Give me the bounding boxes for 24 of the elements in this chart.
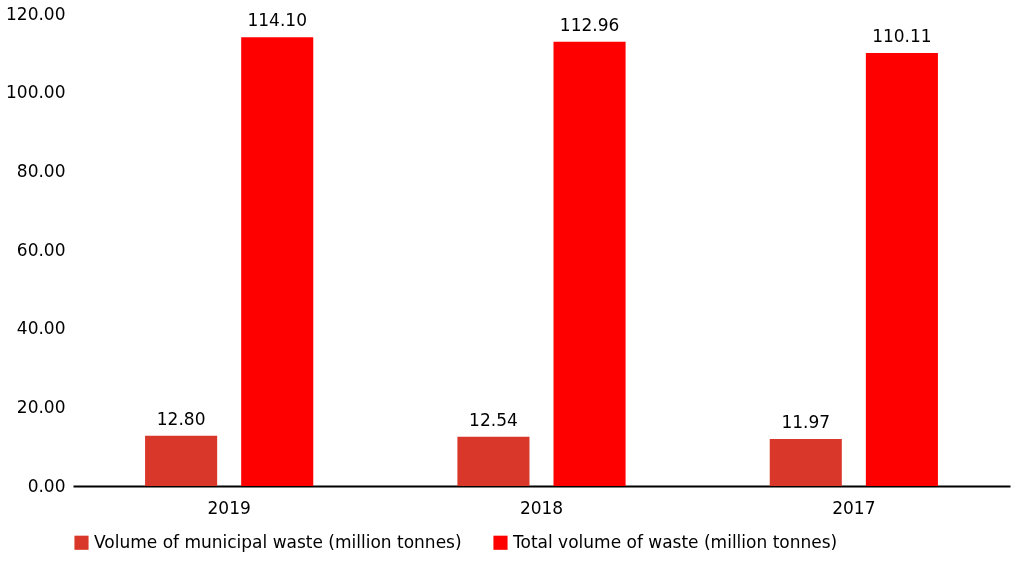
x-tick-label: 2017: [832, 497, 876, 518]
bar: [241, 37, 314, 486]
x-tick-label: 2018: [519, 497, 564, 518]
y-tick-label: 120.00: [6, 3, 66, 24]
data-label: 112.96: [559, 14, 620, 35]
y-tick-label: 40.00: [16, 318, 66, 339]
bar: [769, 438, 842, 486]
y-tick-label: 20.00: [16, 396, 66, 417]
y-tick-label: 100.00: [6, 82, 66, 103]
bar: [865, 52, 938, 486]
legend-label: Volume of municipal waste (million tonnes): [94, 531, 462, 552]
bar: [553, 41, 626, 486]
data-label: 110.11: [872, 25, 932, 46]
data-label: 11.97: [781, 411, 831, 432]
data-label: 114.10: [247, 10, 307, 31]
bar: [457, 436, 530, 486]
x-tick-label: 2019: [207, 497, 251, 518]
bar: [145, 435, 218, 486]
data-label: 12.54: [469, 409, 518, 430]
legend-label: Total volume of waste (million tonnes): [512, 531, 838, 552]
y-tick-label: 0.00: [27, 475, 66, 496]
y-tick-label: 60.00: [16, 239, 66, 260]
data-label: 12.80: [156, 408, 206, 429]
y-tick-label: 80.00: [16, 160, 66, 181]
